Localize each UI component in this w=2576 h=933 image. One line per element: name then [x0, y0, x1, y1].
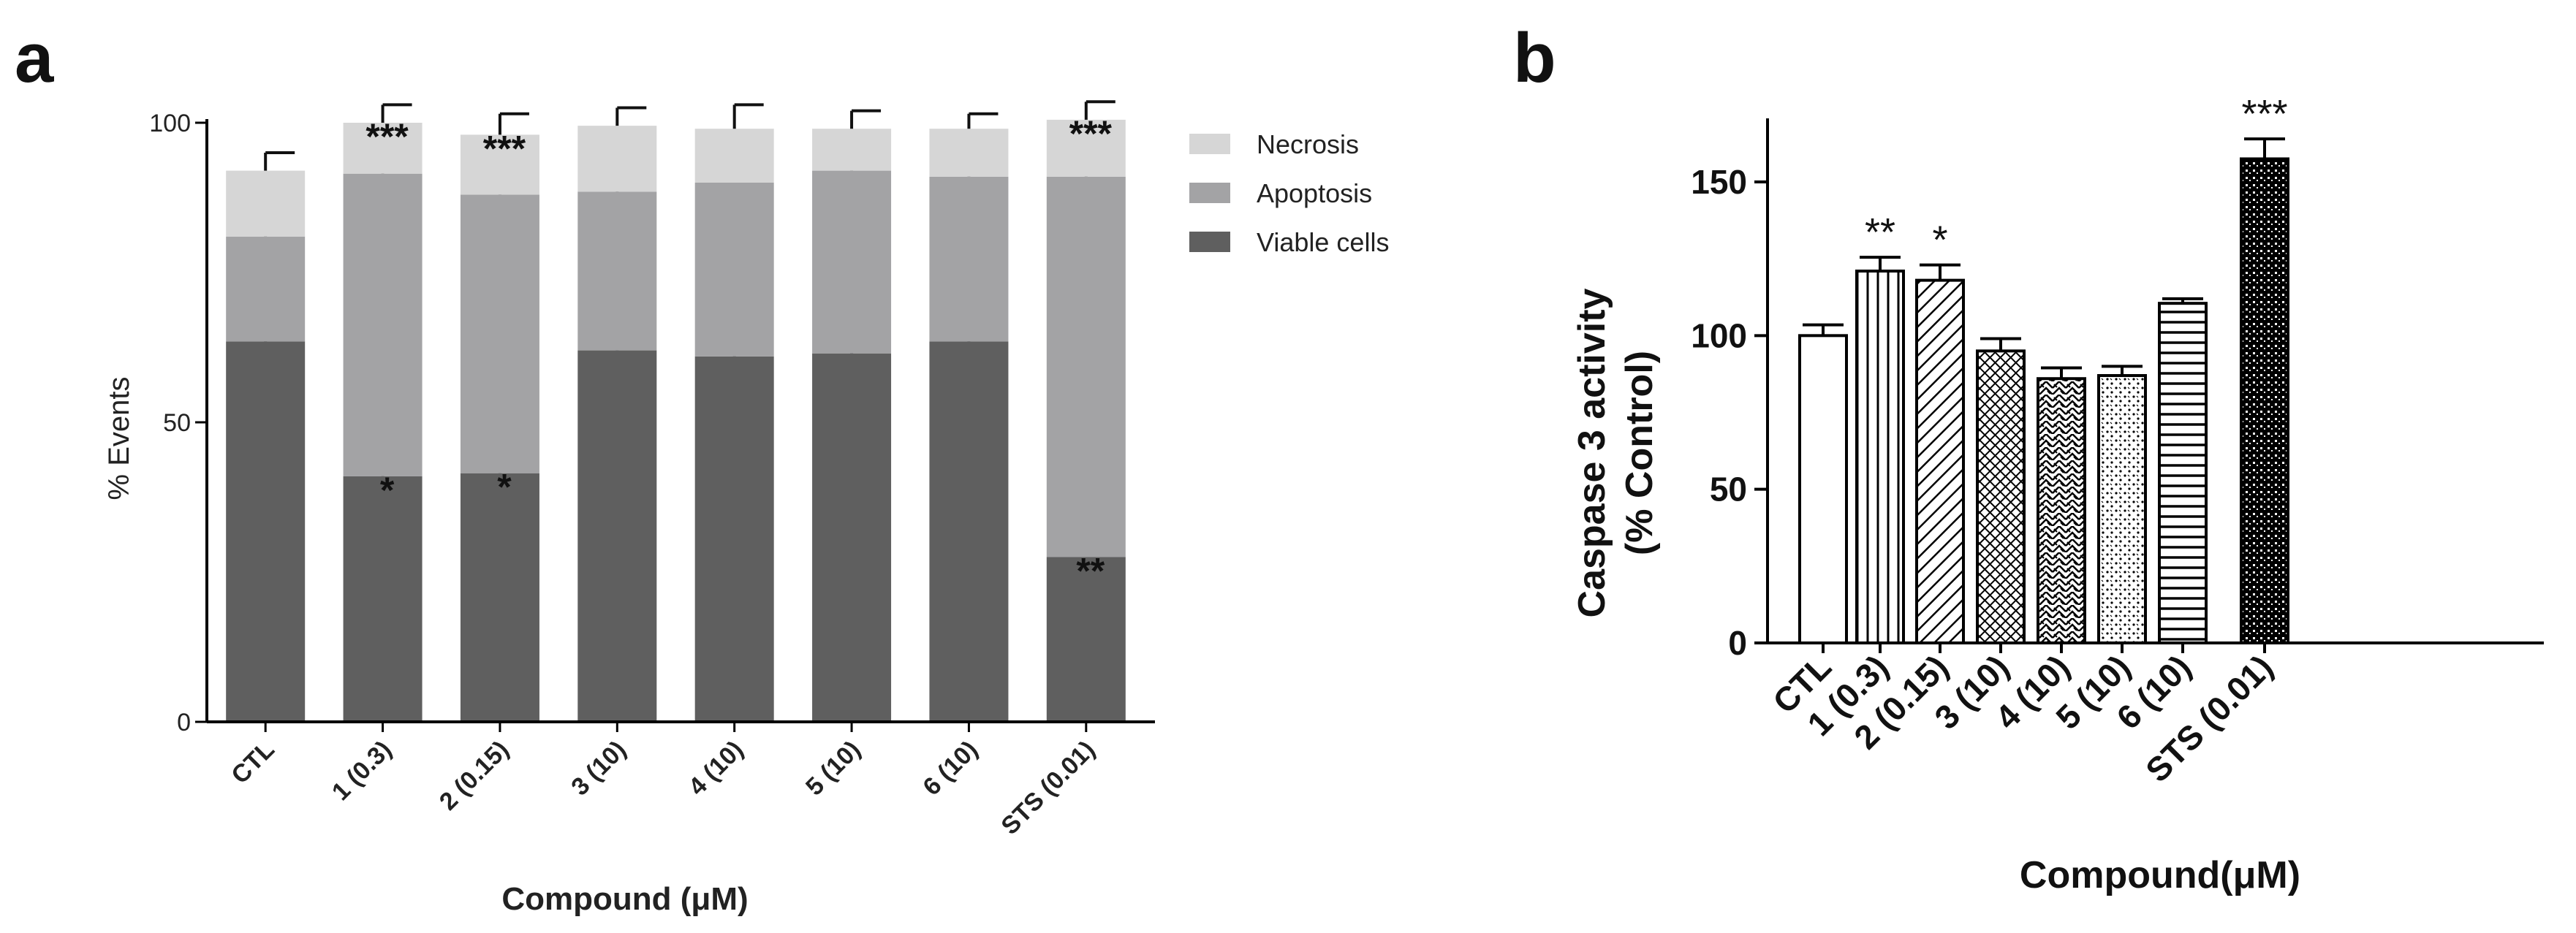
bar-necrosis-3-10 — [577, 126, 657, 192]
bar-apoptosis-4-10 — [694, 183, 774, 357]
bar-viable-cells-4-10 — [694, 356, 774, 722]
legend-label-viable-cells: Viable cells — [1257, 227, 1389, 257]
panel-b-y-axis-title-line2: (% Control) — [1618, 351, 1661, 555]
bar-apoptosis-5-10 — [812, 170, 892, 354]
significance-necrosis-2-0-15: *** — [483, 128, 526, 169]
y-tick-label-0: 0 — [1728, 624, 1747, 662]
panel-b-y-axis-title-line1: Caspase 3 activity — [1571, 288, 1613, 617]
x-tick-label-sts-0-01: STS (0.01) — [996, 736, 1100, 840]
significance-necrosis-sts-0-01: *** — [1069, 113, 1113, 154]
x-tick-label-2-0-15: 2 (0.15) — [434, 736, 515, 816]
y-tick-label-0: 0 — [177, 709, 191, 736]
panel-a-y-axis-title: % Events — [103, 377, 135, 500]
y-tick-label-150: 150 — [1691, 163, 1747, 201]
panel-b-x-axis-title: Compound(μM) — [2020, 854, 2300, 896]
bar-viable-cells-1-0-3 — [343, 476, 423, 722]
panel-a-legend: Necrosis Apoptosis Viable cells — [1189, 129, 1389, 257]
panel-a-x-axis-title: Compound (μM) — [501, 881, 748, 917]
x-tick-label-3-10: 3 (10) — [566, 736, 632, 801]
significance-viable-cells-sts-0-01: ** — [1076, 551, 1105, 592]
legend-label-apoptosis: Apoptosis — [1257, 178, 1372, 208]
significance-2-0-15: * — [1932, 218, 1947, 262]
bar-ctl — [1798, 334, 1848, 644]
bar-3-10 — [1976, 349, 2026, 644]
bar-apoptosis-3-10 — [577, 191, 657, 351]
bar-necrosis-2-0-15 — [460, 134, 539, 195]
panel-b-letter: b — [1513, 19, 1556, 97]
significance-viable-cells-1-0-3: * — [380, 470, 395, 511]
panel-a-bars — [226, 100, 1126, 722]
x-tick-label-5-10: 5 (10) — [800, 736, 866, 801]
bar-necrosis-6-10 — [929, 129, 1009, 177]
bar-apoptosis-ctl — [226, 236, 306, 342]
significance-sts-0-01: *** — [2241, 92, 2287, 136]
legend-swatch-apoptosis — [1189, 183, 1230, 203]
bar-viable-cells-3-10 — [577, 350, 657, 722]
bar-4-10 — [2037, 377, 2086, 645]
significance-viable-cells-2-0-15: * — [497, 467, 512, 508]
bar-sts-0-01 — [2240, 157, 2289, 644]
panel-b-axes — [1754, 118, 2544, 653]
y-tick-label-100: 100 — [1691, 316, 1747, 354]
bar-necrosis-ctl — [226, 170, 306, 237]
bar-apoptosis-sts-0-01 — [1046, 176, 1126, 557]
bar-apoptosis-2-0-15 — [460, 194, 539, 473]
bar-viable-cells-sts-0-01 — [1046, 557, 1126, 722]
panel-a-axes — [195, 119, 1155, 732]
x-tick-label-6-10: 6 (10) — [917, 736, 983, 801]
significance-necrosis-1-0-3: *** — [365, 116, 409, 157]
significance-1-0-3: ** — [1865, 210, 1895, 254]
y-tick-label-100: 100 — [149, 110, 191, 137]
legend-swatch-viable-cells — [1189, 232, 1230, 252]
bar-5-10 — [2097, 374, 2147, 645]
panel-b-bars — [1798, 137, 2289, 645]
panel-b-bar-chart: CTL**1 (0.3)*2 (0.15)3 (10)4 (10)5 (10)6… — [1571, 92, 2544, 896]
bar-viable-cells-2-0-15 — [460, 473, 539, 722]
bar-6-10 — [2158, 302, 2208, 644]
x-tick-label-ctl: CTL — [226, 736, 280, 790]
panel-a-stacked-chart: CTL****1 (0.3)****2 (0.15) 3 (10) 4 (10) 5 … — [103, 100, 1389, 917]
legend-swatch-necrosis — [1189, 134, 1230, 154]
bar-necrosis-sts-0-01 — [1046, 119, 1126, 177]
panel-a-letter: a — [15, 19, 54, 97]
y-tick-label-50: 50 — [1710, 471, 1747, 509]
bar-viable-cells-6-10 — [929, 341, 1009, 722]
bar-1-0-3 — [1855, 269, 1905, 644]
bar-necrosis-5-10 — [812, 129, 892, 171]
y-tick-label-50: 50 — [163, 409, 191, 437]
bar-necrosis-4-10 — [694, 129, 774, 183]
x-tick-label-4-10: 4 (10) — [683, 736, 749, 801]
bar-2-0-15 — [1915, 278, 1965, 644]
bar-viable-cells-5-10 — [812, 353, 892, 722]
bar-necrosis-1-0-3 — [343, 123, 423, 174]
x-tick-label-1-0-3: 1 (0.3) — [327, 736, 397, 806]
bar-apoptosis-6-10 — [929, 176, 1009, 342]
bar-apoptosis-1-0-3 — [343, 173, 423, 476]
legend-label-necrosis: Necrosis — [1257, 129, 1359, 159]
bar-viable-cells-ctl — [226, 341, 306, 722]
